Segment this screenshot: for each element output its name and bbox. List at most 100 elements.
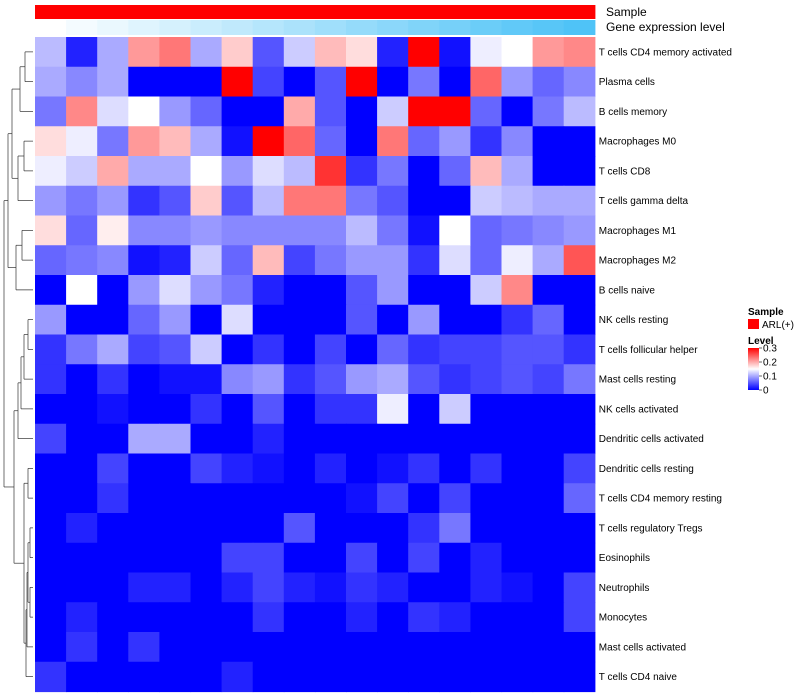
sample-annotation-cell [408,5,440,19]
heatmap-cell [35,662,67,692]
heatmap-cell [502,483,534,513]
row-label: B cells naive [599,285,656,296]
gene-annotation-cell [35,20,67,35]
heatmap-cell [284,513,316,543]
heatmap-cell [191,216,223,246]
heatmap-cell [408,67,440,97]
heatmap-cell [191,305,223,335]
heatmap-cell [439,275,471,305]
heatmap-cell [66,216,98,246]
heatmap-cell [128,126,160,156]
heatmap-cell [408,364,440,394]
heatmap-cell [284,454,316,484]
heatmap-cell [502,275,534,305]
heatmap-cell [128,37,160,67]
heatmap-cell [502,186,534,216]
heatmap-cell [439,513,471,543]
heatmap-cell [284,126,316,156]
heatmap-cell [253,454,285,484]
heatmap-cell [377,275,409,305]
sample-annotation-cell [564,5,596,19]
heatmap-cell [439,662,471,692]
heatmap-cell [502,394,534,424]
heatmap-cell [502,543,534,573]
legend-sample-title: Sample [748,307,784,318]
heatmap-cell [253,97,285,127]
heatmap-cell [97,275,129,305]
heatmap-cell [564,216,596,246]
heatmap-cell [315,454,347,484]
heatmap-cell [253,513,285,543]
heatmap-cell [35,156,67,186]
heatmap-cell [346,454,378,484]
sample-annotation-cell [128,5,160,19]
heatmap-cell [97,364,129,394]
row-label: T cells CD4 memory activated [599,47,732,58]
heatmap-cell [533,335,565,365]
heatmap-cell [346,424,378,454]
heatmap-cell [284,245,316,275]
heatmap-cell [315,305,347,335]
heatmap-cell [315,275,347,305]
heatmap-cell [315,37,347,67]
heatmap-cell [128,662,160,692]
heatmap-cell [284,364,316,394]
heatmap-cell [35,454,67,484]
heatmap-cell [533,216,565,246]
heatmap-cell [439,573,471,603]
heatmap-cell [439,454,471,484]
heatmap-cell [315,543,347,573]
heatmap-cell [533,37,565,67]
heatmap-cell [564,513,596,543]
heatmap-cell [35,216,67,246]
heatmap-cell [191,245,223,275]
heatmap-cell [222,305,254,335]
row-label: T cells CD8 [599,166,651,177]
heatmap-cell [191,275,223,305]
heatmap-cell [439,543,471,573]
heatmap-cell [533,186,565,216]
heatmap-cell [346,602,378,632]
heatmap-cell [377,662,409,692]
heatmap-cell [315,364,347,394]
heatmap-cell [377,513,409,543]
heatmap-cell [191,454,223,484]
heatmap-cell [377,305,409,335]
heatmap-cell [128,394,160,424]
gene-annotation-cell [191,20,223,35]
heatmap-cell [408,216,440,246]
heatmap-cell [439,483,471,513]
heatmap-cell [222,662,254,692]
heatmap-cell [159,662,191,692]
heatmap-cell [346,305,378,335]
heatmap-cell [533,602,565,632]
heatmap-cell [253,37,285,67]
heatmap-cell [470,543,502,573]
heatmap-cell [191,37,223,67]
heatmap-cell [222,37,254,67]
legend-tick-label: 0.1 [763,372,777,383]
gene-annotation-cell [66,20,98,35]
heatmap-cell [222,483,254,513]
heatmap-cell [66,37,98,67]
heatmap-cell [315,424,347,454]
gene-expression-annotation-bar [35,20,595,35]
heatmap-cell [533,126,565,156]
heatmap-cell [470,424,502,454]
heatmap-cell [222,602,254,632]
row-label: NK cells resting [599,315,668,326]
heatmap-cell [159,394,191,424]
heatmap-cell [377,483,409,513]
heatmap-cell [564,67,596,97]
heatmap-cell [564,632,596,662]
heatmap-cell [128,67,160,97]
row-label: Dendritic cells resting [599,464,694,475]
heatmap-cell [97,156,129,186]
heatmap-cell [533,424,565,454]
heatmap-cell [159,454,191,484]
heatmap-cell [222,216,254,246]
heatmap-cell [470,632,502,662]
heatmap-cell [97,245,129,275]
gene-annotation-cell [159,20,191,35]
heatmap-cell [191,513,223,543]
